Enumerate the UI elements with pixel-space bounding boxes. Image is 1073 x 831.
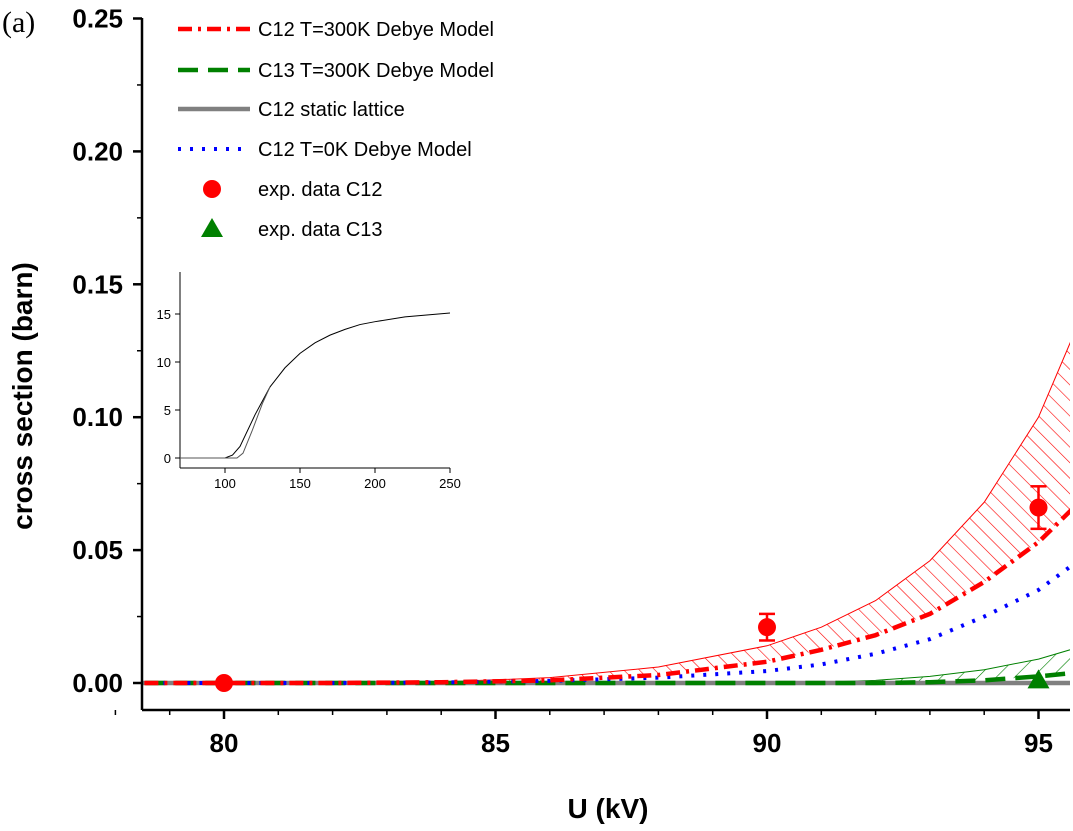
axes	[140, 18, 1070, 712]
data-markers	[215, 485, 1050, 692]
y-ticks: 0.00 0.05 0.10 0.15 0.20 0.25	[72, 4, 142, 698]
uncertainty-band-2	[821, 649, 1070, 683]
y-tick-label: 0.10	[72, 402, 123, 432]
legend-label: C12 T=300K Debye Model	[258, 19, 494, 41]
legend-swatch	[201, 218, 223, 237]
band-upper-edge-2	[821, 649, 1070, 683]
legend-label: C13 T=300K Debye Model	[258, 60, 494, 82]
data-point-c13	[1027, 669, 1050, 689]
inset-series-line-1	[180, 312, 451, 459]
data-point-c12	[1029, 498, 1048, 517]
inset-y-tick-label: 0	[164, 451, 171, 466]
inset-series-line-2	[180, 386, 271, 459]
y-tick-label: 0.20	[72, 136, 123, 166]
legend-swatch	[203, 180, 221, 198]
y-tick-label: 0.25	[72, 4, 123, 34]
series-line-1	[142, 508, 1070, 686]
legend-label: exp. data C12	[258, 179, 383, 201]
series-lines	[142, 508, 1070, 686]
y-tick-label: 0.00	[72, 668, 123, 698]
inset-chart: 100 150 200 250 0 5 10 15	[157, 272, 461, 491]
y-tick-label: 0.15	[72, 269, 123, 299]
inset-y-tick-label: 5	[164, 403, 171, 418]
x-axis-title: U (kV)	[568, 793, 649, 824]
inset-y-tick-label: 10	[157, 355, 171, 370]
x-tick-label: 85	[481, 728, 510, 758]
inset-x-tick-label: 150	[289, 476, 311, 491]
legend: C12 T=300K Debye Model C13 T=300K Debye M…	[178, 19, 494, 241]
legend-label: C12 T=0K Debye Model	[258, 139, 472, 161]
x-tick-label: 80	[210, 728, 239, 758]
legend-label: C12 static lattice	[258, 99, 405, 121]
uncertainty-band-1	[441, 343, 1070, 683]
data-point-c12	[758, 618, 776, 637]
panel-label: (a)	[2, 6, 35, 39]
y-axis-title: cross section (barn)	[7, 262, 38, 530]
x-tick-label: 95	[1024, 728, 1053, 758]
uncertainty-bands	[441, 341, 1070, 683]
series-line-2	[142, 671, 1070, 686]
y-tick-label: 0.05	[72, 535, 123, 565]
inset-x-tick-label: 250	[439, 476, 461, 491]
legend-label: exp. data C13	[258, 219, 383, 241]
band-upper-edge-1	[441, 341, 1070, 683]
inset-x-tick-label: 200	[364, 476, 386, 491]
inset-x-tick-label: 100	[214, 476, 236, 491]
inset-y-tick-label: 15	[157, 307, 171, 322]
data-point-c12	[215, 674, 233, 692]
x-ticks: 80859095100105110	[114, 710, 1053, 758]
x-tick-label: 90	[753, 728, 782, 758]
